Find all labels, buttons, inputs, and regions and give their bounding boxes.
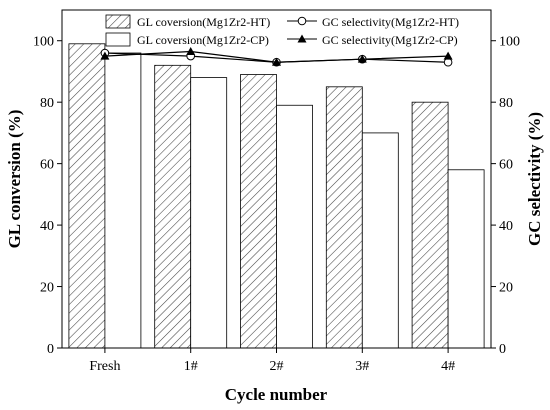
bar-ht — [325, 86, 363, 349]
legend-swatch-hatched — [105, 14, 131, 29]
marker-cp — [443, 51, 453, 60]
y2-tick-label: 20 — [499, 281, 513, 296]
bar-ht — [240, 74, 277, 349]
bar-ht — [68, 43, 106, 349]
x-tick-label: 2# — [270, 359, 284, 374]
marker-cp — [357, 54, 367, 63]
y-tick-label: 0 — [47, 342, 54, 357]
bars-layer — [68, 43, 485, 349]
y2-tick-label: 100 — [499, 35, 520, 50]
bar-ht — [154, 64, 192, 349]
legend-label-line-cp: GC selectivity(Mg1Zr2-CP) — [322, 33, 458, 47]
bar-cp — [276, 104, 313, 349]
legend-label-bar-cp: GL coversion(Mg1Zr2-CP) — [137, 33, 269, 47]
bar-cp — [447, 169, 485, 349]
legend-marker-triangle — [297, 34, 307, 43]
legend: GL coversion(Mg1Zr2-HT) GL coversion(Mg1… — [105, 14, 459, 47]
marker-cp — [100, 51, 110, 60]
bar-ht — [411, 101, 449, 349]
y2-tick-label: 60 — [499, 158, 513, 173]
x-axis-title: Cycle number — [225, 385, 328, 404]
legend-marker-circle — [297, 16, 307, 26]
x-tick-label: 3# — [355, 359, 369, 374]
y-tick-label: 80 — [40, 96, 54, 111]
x-tick-label: 1# — [184, 359, 198, 374]
legend-swatch-open — [105, 32, 131, 47]
bar-cp — [190, 77, 228, 349]
marker-cp — [272, 57, 281, 66]
y2-tick-label: 80 — [499, 96, 513, 111]
x-tick-label: Fresh — [89, 359, 120, 374]
bar-cp — [361, 132, 399, 349]
y-tick-label: 40 — [40, 219, 54, 234]
legend-label-line-ht: GC selectivity(Mg1Zr2-HT) — [322, 15, 459, 29]
x-tick-label: 4# — [441, 359, 455, 374]
y2-tick-label: 40 — [499, 219, 513, 234]
legend-label-bar-ht: GL coversion(Mg1Zr2-HT) — [137, 15, 270, 29]
y-axis-title: GL conversion (%) — [5, 110, 24, 249]
bar-cp — [104, 52, 142, 349]
y2-axis-title: GC selectivity (%) — [525, 112, 544, 246]
y-tick-label: 60 — [40, 158, 54, 173]
lines-layer — [100, 46, 453, 67]
marker-cp — [186, 46, 196, 55]
y2-tick-label: 0 — [499, 342, 506, 357]
y-tick-label: 100 — [33, 35, 54, 50]
y-tick-label: 20 — [40, 281, 54, 296]
ticks-layer: Fresh 1# 2# 3# 4# 0 20 40 60 80 100 0 20 40 60 80 100 — [33, 35, 520, 374]
